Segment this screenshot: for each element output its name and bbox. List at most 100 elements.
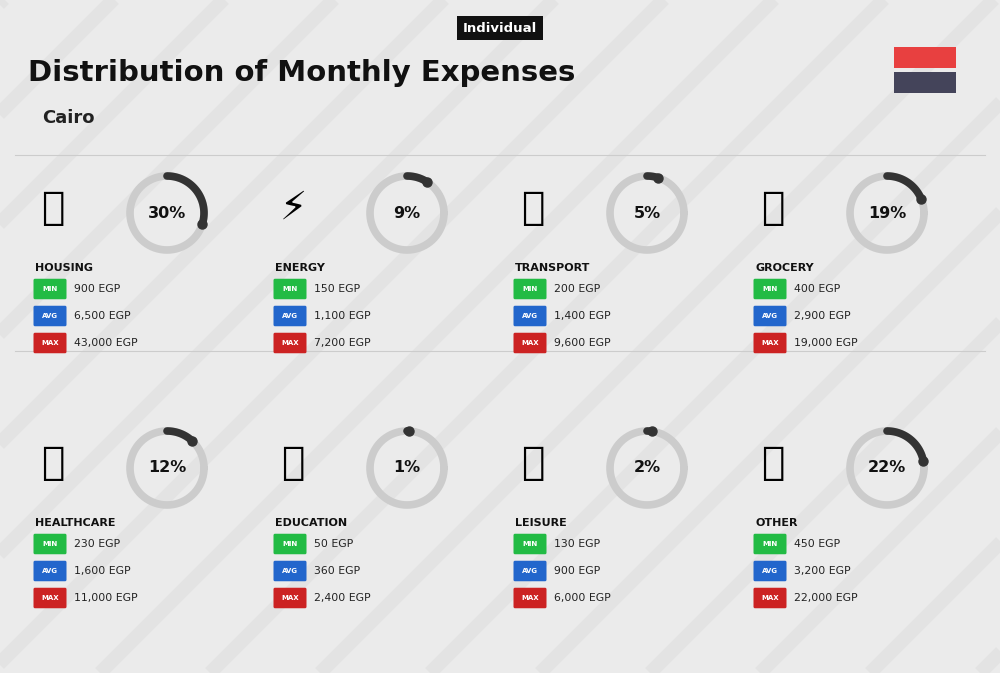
Text: 🛒: 🛒 xyxy=(761,189,785,227)
Text: 360 EGP: 360 EGP xyxy=(314,566,360,576)
Text: 2,400 EGP: 2,400 EGP xyxy=(314,593,371,603)
Text: 19%: 19% xyxy=(868,205,906,221)
FancyBboxPatch shape xyxy=(514,588,547,608)
Text: HEALTHCARE: HEALTHCARE xyxy=(35,518,116,528)
Text: LEISURE: LEISURE xyxy=(515,518,567,528)
Text: Cairo: Cairo xyxy=(42,109,94,127)
Text: 30%: 30% xyxy=(148,205,186,221)
Text: TRANSPORT: TRANSPORT xyxy=(515,263,590,273)
Text: 12%: 12% xyxy=(148,460,186,476)
FancyBboxPatch shape xyxy=(274,332,306,353)
Text: 1,100 EGP: 1,100 EGP xyxy=(314,311,371,321)
Text: Distribution of Monthly Expenses: Distribution of Monthly Expenses xyxy=(28,59,575,87)
Text: 22%: 22% xyxy=(868,460,906,476)
FancyBboxPatch shape xyxy=(34,306,66,326)
Text: MAX: MAX xyxy=(761,340,779,346)
Text: MAX: MAX xyxy=(41,340,59,346)
Text: ⚡: ⚡ xyxy=(279,189,307,227)
Text: MAX: MAX xyxy=(281,340,299,346)
Text: 200 EGP: 200 EGP xyxy=(554,284,600,294)
Text: 2,900 EGP: 2,900 EGP xyxy=(794,311,851,321)
Text: OTHER: OTHER xyxy=(755,518,798,528)
Text: HOUSING: HOUSING xyxy=(35,263,93,273)
Text: AVG: AVG xyxy=(282,313,298,319)
Text: 50 EGP: 50 EGP xyxy=(314,539,353,549)
Text: MIN: MIN xyxy=(42,286,58,292)
Text: 👜: 👜 xyxy=(761,444,785,482)
Text: 9%: 9% xyxy=(393,205,421,221)
FancyBboxPatch shape xyxy=(894,72,956,93)
Text: 19,000 EGP: 19,000 EGP xyxy=(794,338,858,348)
FancyBboxPatch shape xyxy=(754,534,787,555)
FancyBboxPatch shape xyxy=(274,561,306,581)
Text: 5%: 5% xyxy=(633,205,661,221)
Text: Individual: Individual xyxy=(463,22,537,34)
FancyBboxPatch shape xyxy=(514,279,547,299)
Text: AVG: AVG xyxy=(762,313,778,319)
Text: MAX: MAX xyxy=(41,595,59,601)
FancyBboxPatch shape xyxy=(34,561,66,581)
Text: MIN: MIN xyxy=(522,541,538,547)
Text: 1%: 1% xyxy=(393,460,421,476)
FancyBboxPatch shape xyxy=(514,534,547,555)
FancyBboxPatch shape xyxy=(754,332,787,353)
FancyBboxPatch shape xyxy=(754,588,787,608)
Text: 150 EGP: 150 EGP xyxy=(314,284,360,294)
Text: MIN: MIN xyxy=(42,541,58,547)
FancyBboxPatch shape xyxy=(274,588,306,608)
Text: 💗: 💗 xyxy=(41,444,65,482)
Text: 9,600 EGP: 9,600 EGP xyxy=(554,338,611,348)
Text: MIN: MIN xyxy=(762,286,778,292)
Text: 1,400 EGP: 1,400 EGP xyxy=(554,311,611,321)
Text: AVG: AVG xyxy=(522,568,538,574)
Text: EDUCATION: EDUCATION xyxy=(275,518,347,528)
FancyBboxPatch shape xyxy=(894,47,956,68)
Text: 11,000 EGP: 11,000 EGP xyxy=(74,593,138,603)
Text: 2%: 2% xyxy=(633,460,661,476)
Text: MAX: MAX xyxy=(521,595,539,601)
FancyBboxPatch shape xyxy=(754,306,787,326)
Text: MAX: MAX xyxy=(521,340,539,346)
Text: MIN: MIN xyxy=(762,541,778,547)
Text: 230 EGP: 230 EGP xyxy=(74,539,120,549)
Text: AVG: AVG xyxy=(42,313,58,319)
FancyBboxPatch shape xyxy=(754,279,787,299)
Text: 450 EGP: 450 EGP xyxy=(794,539,840,549)
Text: 130 EGP: 130 EGP xyxy=(554,539,600,549)
Text: GROCERY: GROCERY xyxy=(755,263,814,273)
Text: MIN: MIN xyxy=(282,286,298,292)
Text: 43,000 EGP: 43,000 EGP xyxy=(74,338,138,348)
Text: AVG: AVG xyxy=(282,568,298,574)
Text: 900 EGP: 900 EGP xyxy=(74,284,120,294)
FancyBboxPatch shape xyxy=(514,332,547,353)
FancyBboxPatch shape xyxy=(274,534,306,555)
Text: 1,600 EGP: 1,600 EGP xyxy=(74,566,131,576)
Text: AVG: AVG xyxy=(522,313,538,319)
Text: 7,200 EGP: 7,200 EGP xyxy=(314,338,371,348)
Text: 🛍: 🛍 xyxy=(521,444,545,482)
FancyBboxPatch shape xyxy=(34,332,66,353)
FancyBboxPatch shape xyxy=(34,588,66,608)
FancyBboxPatch shape xyxy=(514,561,547,581)
FancyBboxPatch shape xyxy=(274,306,306,326)
Text: AVG: AVG xyxy=(42,568,58,574)
Text: MAX: MAX xyxy=(281,595,299,601)
FancyBboxPatch shape xyxy=(34,279,66,299)
Text: MIN: MIN xyxy=(282,541,298,547)
Text: 🏗: 🏗 xyxy=(41,189,65,227)
Text: 22,000 EGP: 22,000 EGP xyxy=(794,593,858,603)
Text: 400 EGP: 400 EGP xyxy=(794,284,840,294)
Text: 900 EGP: 900 EGP xyxy=(554,566,600,576)
FancyBboxPatch shape xyxy=(34,534,66,555)
Text: MIN: MIN xyxy=(522,286,538,292)
Text: 3,200 EGP: 3,200 EGP xyxy=(794,566,851,576)
Text: ENERGY: ENERGY xyxy=(275,263,325,273)
Text: 6,000 EGP: 6,000 EGP xyxy=(554,593,611,603)
Text: MAX: MAX xyxy=(761,595,779,601)
Text: 🚌: 🚌 xyxy=(521,189,545,227)
Text: AVG: AVG xyxy=(762,568,778,574)
FancyBboxPatch shape xyxy=(274,279,306,299)
Text: 🎓: 🎓 xyxy=(281,444,305,482)
FancyBboxPatch shape xyxy=(514,306,547,326)
FancyBboxPatch shape xyxy=(754,561,787,581)
